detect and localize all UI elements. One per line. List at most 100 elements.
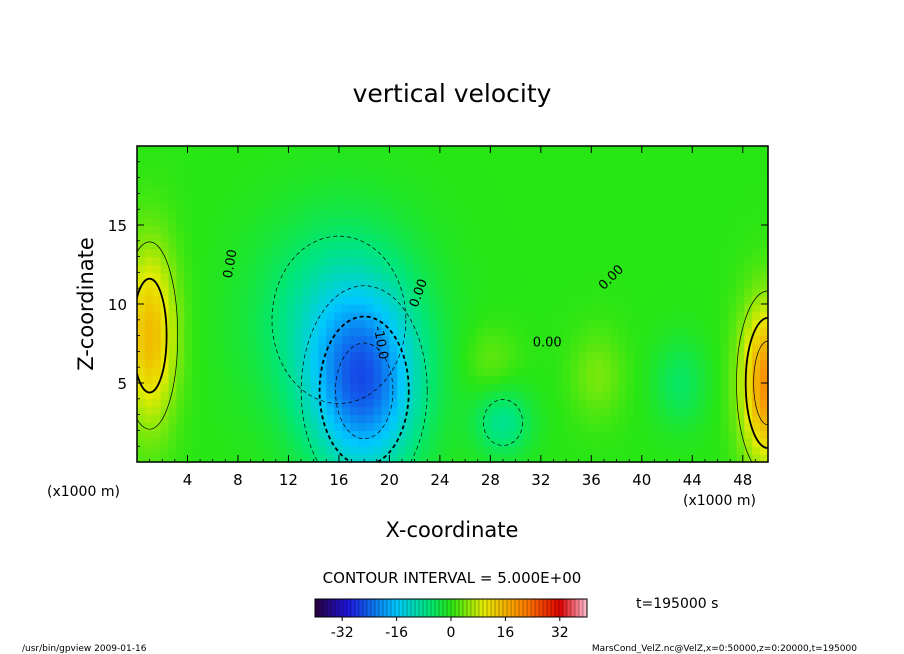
heatmap-cell [247,438,256,447]
heatmap-cell [547,146,556,155]
heatmap-cell [681,169,690,179]
heatmap-cell [160,375,170,384]
heatmap-cell [286,406,296,416]
heatmap-cell [491,240,501,250]
heatmap-cell [657,209,667,218]
heatmap-cell [168,177,178,187]
heatmap-cell [673,288,682,297]
heatmap-cell [310,288,320,297]
heatmap-cell [641,454,651,463]
heatmap-cell [436,232,446,242]
heatmap-cell [507,177,517,187]
heatmap-cell [223,280,233,289]
heatmap-cell [673,414,682,424]
heatmap-cell [365,177,375,187]
heatmap-cell [499,209,509,218]
heatmap-cell [499,201,509,210]
heatmap-cell [555,161,564,171]
heatmap-cell [468,288,477,297]
heatmap-cell [752,201,761,210]
heatmap-cell [602,225,611,234]
heatmap-cell [452,153,461,163]
heatmap-cell [168,146,178,155]
heatmap-cell [610,343,619,352]
heatmap-cell [736,390,745,400]
heatmap-cell [555,375,564,384]
heatmap-cell [373,264,383,273]
heatmap-cell [160,438,170,447]
heatmap-cell [752,446,761,455]
heatmap-cell [633,272,643,281]
heatmap-cell [744,430,753,439]
heatmap-cell [499,272,509,281]
heatmap-cell [752,367,761,376]
heatmap-cell [349,169,359,179]
x-tick-label: 40 [632,471,651,489]
heatmap-cell [452,304,461,313]
heatmap-cell [673,280,682,289]
heatmap-cell [342,327,351,337]
heatmap-cell [760,264,769,273]
heatmap-cell [610,209,619,218]
heatmap-cell [342,264,351,273]
heatmap-cell [137,319,146,329]
heatmap-cell [657,161,667,171]
heatmap-cell [697,304,706,313]
heatmap-cell [413,225,422,234]
heatmap-cell [633,288,643,297]
heatmap-cell [697,201,706,210]
heatmap-cell [255,296,264,305]
heatmap-cell [278,406,288,416]
heatmap-cell [578,446,588,455]
heatmap-cell [578,185,588,194]
heatmap-cell [389,446,398,455]
heatmap-cell [744,359,753,368]
heatmap-cell [318,311,327,321]
heatmap-cell [302,351,312,360]
heatmap-cell [555,272,564,281]
heatmap-cell [760,209,769,218]
heatmap-cell [397,256,406,266]
heatmap-cell [555,454,564,463]
heatmap-cell [349,161,359,171]
heatmap-cell [310,311,320,321]
heatmap-cell [594,146,603,155]
heatmap-cell [215,169,225,179]
heatmap-cell [263,248,272,258]
heatmap-cell [436,209,446,218]
heatmap-cell [657,351,667,360]
heatmap-cell [302,406,312,416]
heatmap-cell [704,335,714,345]
heatmap-cell [365,422,375,431]
heatmap-cell [515,446,525,455]
heatmap-cell [152,248,162,258]
heatmap-field [137,146,769,463]
heatmap-cell [507,311,517,321]
heatmap-cell [168,209,178,218]
heatmap-cell [160,201,170,210]
heatmap-cell [602,359,611,368]
heatmap-cell [271,414,280,424]
heatmap-cell [207,359,217,368]
heatmap-cell [586,161,596,171]
heatmap-cell [460,430,469,439]
heatmap-cell [760,398,769,408]
heatmap-cell [184,264,193,273]
heatmap-cell [697,272,706,281]
heatmap-cell [641,256,651,266]
heatmap-cell [255,240,264,250]
heatmap-cell [436,383,446,392]
heatmap-cell [334,217,343,226]
heatmap-cell [539,169,548,179]
heatmap-cell [649,146,659,155]
heatmap-cell [760,406,769,416]
heatmap-cell [626,383,635,392]
heatmap-cell [247,272,256,281]
heatmap-cell [744,422,753,431]
heatmap-cell [452,225,461,234]
heatmap-cell [476,406,485,416]
heatmap-cell [673,248,682,258]
heatmap-cell [586,248,596,258]
heatmap-cell [318,185,327,194]
heatmap-cell [578,225,588,234]
